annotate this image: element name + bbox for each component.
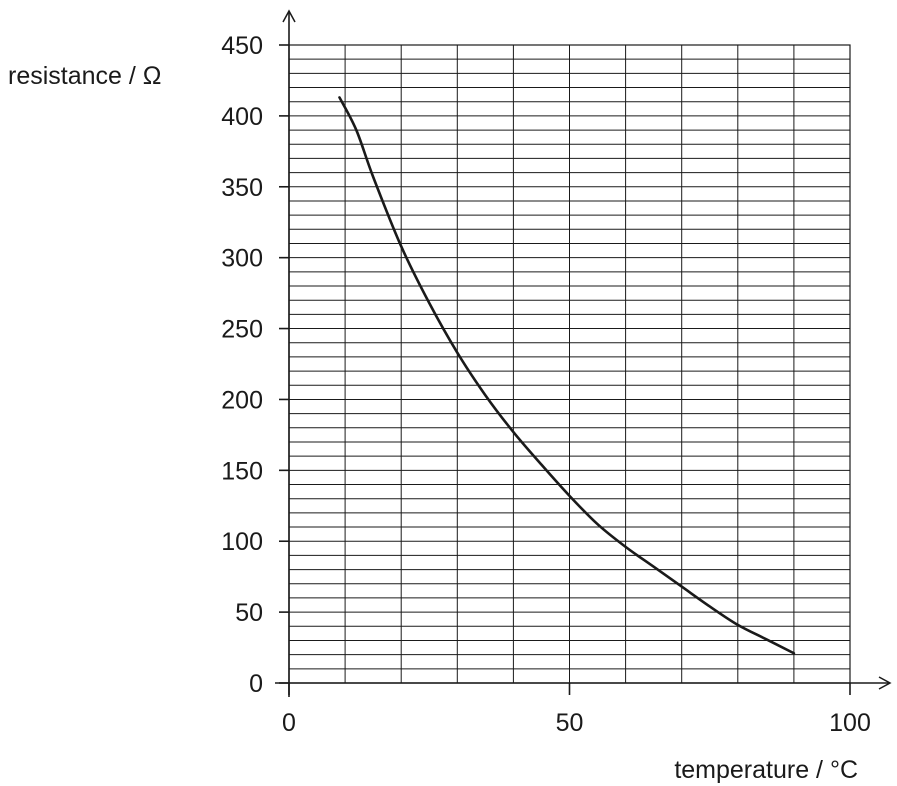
y-axis-label: resistance / Ω [8, 62, 161, 90]
y-tick-label: 150 [221, 457, 263, 485]
x-axis-label: temperature / °C [674, 756, 858, 784]
y-tick-label: 200 [221, 386, 263, 414]
y-tick-label: 100 [221, 528, 263, 556]
y-tick-label: 450 [221, 32, 263, 60]
x-axis-arrow [878, 676, 892, 690]
y-tick-label: 50 [235, 599, 263, 627]
series [338, 96, 796, 655]
y-tick-label: 400 [221, 103, 263, 131]
y-tick-label: 250 [221, 316, 263, 344]
x-tick-label: 100 [829, 709, 871, 737]
x-tick-label: 50 [556, 709, 584, 737]
x-tick-label: 0 [282, 709, 296, 737]
resistance-curve [338, 96, 796, 655]
axes [275, 9, 892, 697]
y-tick-label: 300 [221, 245, 263, 273]
y-tick-label: 350 [221, 174, 263, 202]
y-tick-label: 0 [249, 670, 263, 698]
tick-labels: 0 50 100 150 200 250 300 350 400 450 0 50 100 [221, 32, 871, 737]
grid [288, 44, 851, 684]
y-axis-arrow [282, 9, 296, 23]
